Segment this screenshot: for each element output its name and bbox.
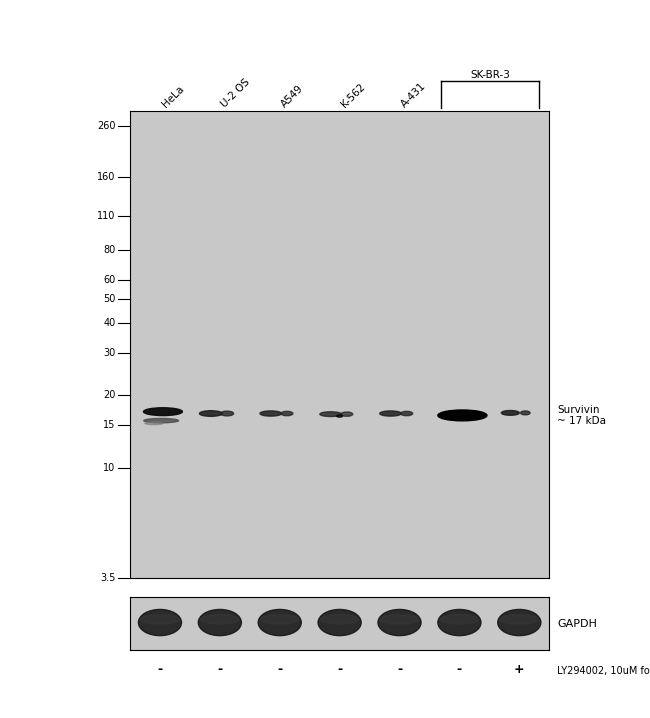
Text: 20: 20 bbox=[103, 391, 116, 400]
Ellipse shape bbox=[337, 415, 343, 417]
Text: 80: 80 bbox=[103, 245, 116, 255]
Text: 110: 110 bbox=[98, 212, 116, 221]
Ellipse shape bbox=[258, 610, 302, 635]
Ellipse shape bbox=[281, 411, 293, 416]
Text: SK-BR-3: SK-BR-3 bbox=[470, 70, 510, 80]
Ellipse shape bbox=[438, 410, 487, 421]
Ellipse shape bbox=[318, 610, 361, 635]
Text: 40: 40 bbox=[103, 317, 116, 327]
Text: 15: 15 bbox=[103, 421, 116, 430]
Ellipse shape bbox=[440, 615, 479, 624]
Text: -: - bbox=[457, 663, 462, 676]
Ellipse shape bbox=[500, 615, 539, 624]
Ellipse shape bbox=[498, 610, 541, 635]
Text: A-431: A-431 bbox=[400, 80, 428, 109]
Ellipse shape bbox=[380, 615, 419, 624]
Ellipse shape bbox=[521, 411, 530, 415]
Text: -: - bbox=[277, 663, 282, 676]
Text: 260: 260 bbox=[98, 121, 116, 131]
Ellipse shape bbox=[144, 408, 183, 416]
Ellipse shape bbox=[200, 615, 239, 624]
Ellipse shape bbox=[260, 411, 281, 416]
Ellipse shape bbox=[341, 412, 353, 416]
Text: LY294002, 10uM for 24 hours: LY294002, 10uM for 24 hours bbox=[557, 666, 650, 676]
Ellipse shape bbox=[220, 411, 233, 416]
Ellipse shape bbox=[144, 419, 179, 423]
Ellipse shape bbox=[140, 615, 179, 624]
Ellipse shape bbox=[260, 615, 299, 624]
Text: 50: 50 bbox=[103, 294, 116, 304]
Text: HeLa: HeLa bbox=[160, 83, 186, 109]
Text: 160: 160 bbox=[98, 172, 116, 182]
Ellipse shape bbox=[320, 411, 341, 416]
Text: 60: 60 bbox=[103, 275, 116, 285]
Ellipse shape bbox=[145, 422, 163, 424]
Text: 30: 30 bbox=[103, 348, 116, 358]
Text: 10: 10 bbox=[103, 463, 116, 473]
Text: +: + bbox=[514, 663, 525, 676]
Ellipse shape bbox=[138, 610, 181, 635]
Ellipse shape bbox=[438, 610, 481, 635]
Text: GAPDH: GAPDH bbox=[557, 619, 597, 628]
Text: U-2 OS: U-2 OS bbox=[220, 77, 252, 109]
Ellipse shape bbox=[200, 411, 222, 416]
Text: A549: A549 bbox=[280, 83, 306, 109]
Ellipse shape bbox=[400, 411, 413, 416]
Ellipse shape bbox=[378, 610, 421, 635]
Text: -: - bbox=[337, 663, 342, 676]
Text: -: - bbox=[217, 663, 222, 676]
Ellipse shape bbox=[380, 411, 401, 416]
Text: K-562: K-562 bbox=[339, 81, 367, 109]
Text: Survivin
~ 17 kDa: Survivin ~ 17 kDa bbox=[557, 405, 606, 426]
Text: -: - bbox=[397, 663, 402, 676]
Ellipse shape bbox=[198, 610, 241, 635]
Text: 3.5: 3.5 bbox=[100, 573, 116, 583]
Ellipse shape bbox=[320, 615, 359, 624]
Ellipse shape bbox=[501, 411, 519, 415]
Text: -: - bbox=[157, 663, 162, 676]
